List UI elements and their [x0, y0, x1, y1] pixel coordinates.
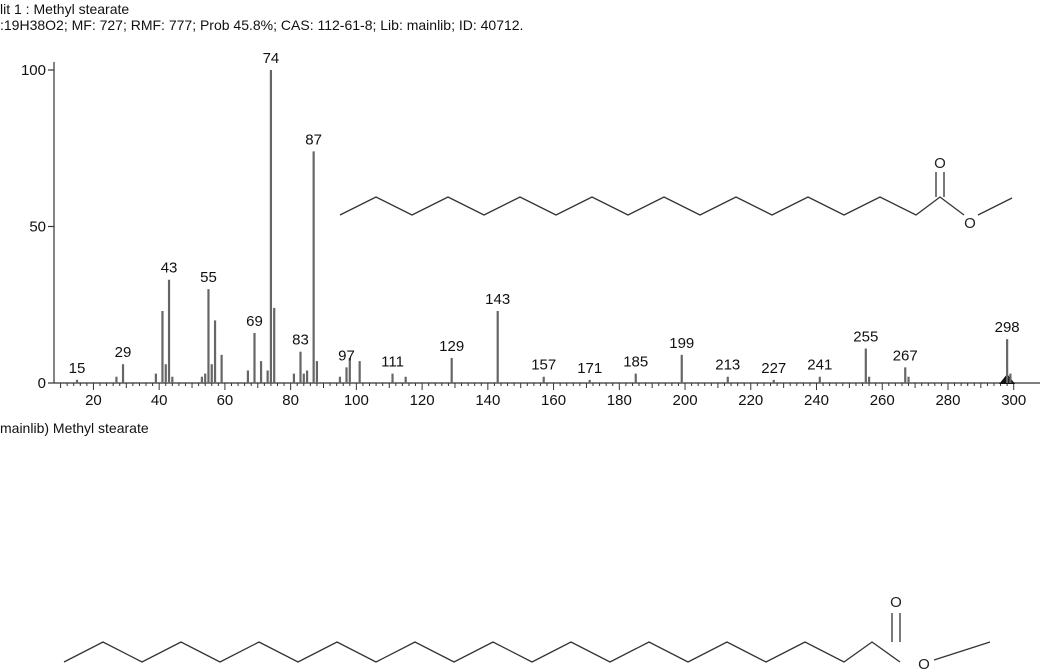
chart-axes: 0 50 100 20 40 60 80 100 120 140 160 180 200 220 240 26…: [21, 62, 1040, 409]
x-tick-label: 280: [935, 392, 960, 409]
peak-label: 227: [761, 360, 786, 377]
peak-label: 267: [893, 347, 918, 364]
peak-label: 157: [531, 357, 556, 374]
peak-label: 129: [439, 338, 464, 355]
x-tick-label: 20: [85, 392, 102, 409]
x-tick-label: 260: [870, 392, 895, 409]
peak-label: 69: [246, 313, 263, 330]
peak-label: 43: [161, 260, 178, 277]
ester-oxygen-top: O: [964, 215, 976, 232]
peak-label: 185: [623, 354, 648, 371]
x-tick-label: 300: [1001, 392, 1026, 409]
hit-details: :19H38O2; MF: 727; RMF: 777; Prob 45.8%;…: [0, 17, 524, 33]
y-tick-label: 100: [21, 62, 46, 79]
ester-oxygen-bottom: O: [918, 656, 930, 671]
x-tick-label: 180: [607, 392, 632, 409]
y-tick-label: 0: [38, 375, 46, 392]
x-tick-label: 140: [475, 392, 500, 409]
methyl-bond-bottom: [933, 641, 991, 661]
carbonyl-oxygen-bottom: O: [890, 594, 902, 611]
carbon-chain-top: [339, 196, 965, 216]
peak-label: 143: [485, 291, 510, 308]
spectrum-peaks: [75, 70, 1012, 383]
peak-label: 241: [807, 357, 832, 374]
structure-bottom: O O: [63, 594, 991, 671]
y-tick-label: 50: [29, 219, 46, 236]
x-tick-label: 80: [282, 392, 299, 409]
x-tick-label: 120: [410, 392, 435, 409]
x-tick-label: 100: [344, 392, 369, 409]
peak-label: 199: [669, 335, 694, 352]
peak-label: 111: [381, 354, 404, 371]
x-tick-label: 160: [541, 392, 566, 409]
structure-top: O O: [339, 155, 1013, 232]
peak-label: 97: [338, 347, 355, 364]
peak-label: 171: [577, 360, 602, 377]
hit-title: lit 1 : Methyl stearate: [0, 1, 130, 17]
x-tick-label: 220: [738, 392, 763, 409]
library-caption: mainlib) Methyl stearate: [0, 420, 149, 436]
carbonyl-oxygen-top: O: [934, 155, 946, 172]
x-tick-label: 40: [151, 392, 168, 409]
peak-label: 255: [853, 329, 878, 346]
peak-label: 298: [995, 319, 1020, 336]
peak-labels: 15 29 43 55 69 74 83 87 97 111 129 143 157 171 185 199 2…: [69, 50, 1020, 377]
carbon-chain-bottom: [63, 641, 901, 663]
peak-label: 55: [200, 269, 217, 286]
methyl-bond-top: [977, 197, 1013, 216]
peak-label: 83: [292, 332, 309, 349]
x-tick-label: 200: [673, 392, 698, 409]
peak-label: 74: [263, 50, 280, 67]
peak-label: 29: [115, 344, 132, 361]
x-tick-label: 240: [804, 392, 829, 409]
x-tick-label: 60: [217, 392, 234, 409]
peak-label: 213: [715, 357, 740, 374]
peak-label: 15: [69, 360, 86, 377]
peak-label: 87: [305, 131, 322, 148]
